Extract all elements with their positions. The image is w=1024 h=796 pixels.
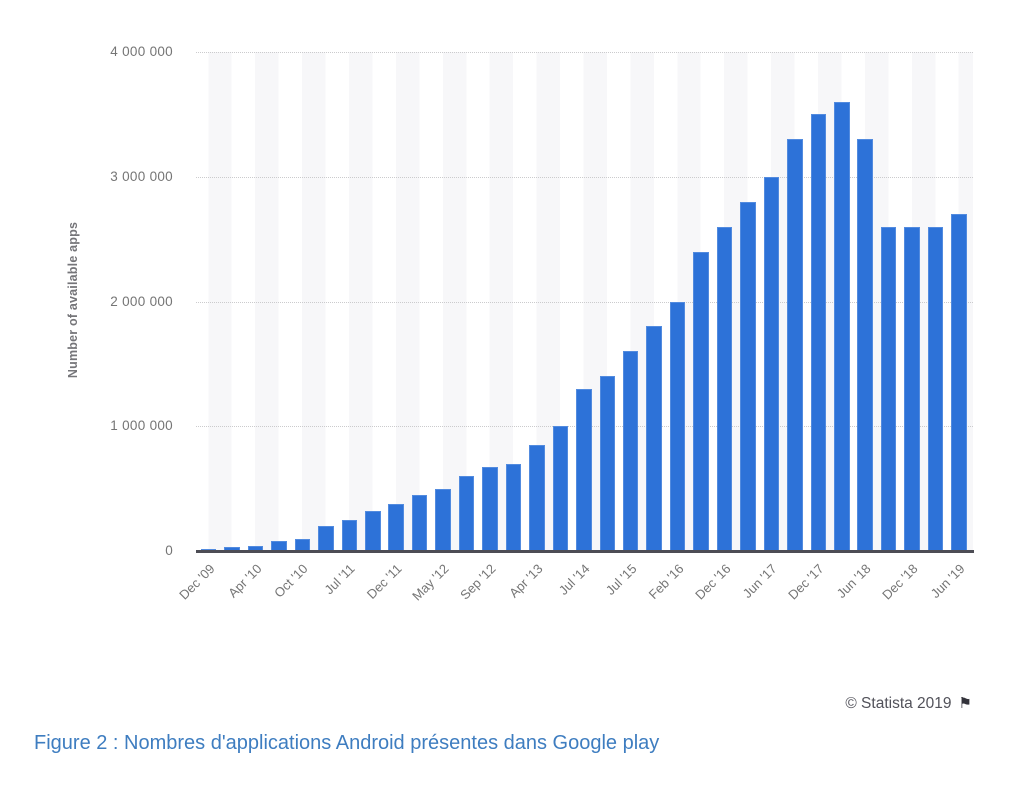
bar-10 xyxy=(411,494,428,551)
bar-22 xyxy=(693,251,709,551)
x-tick-label: Jul '11 xyxy=(321,561,358,598)
bar-21 xyxy=(669,301,686,551)
bar-27 xyxy=(810,114,827,551)
x-tick-label: May '12 xyxy=(409,561,452,604)
flag-icon: ⚑ xyxy=(958,695,972,712)
bar-7 xyxy=(341,519,358,551)
bar-31 xyxy=(904,226,920,551)
gridline-3000000 xyxy=(196,176,973,178)
bar-14 xyxy=(505,463,522,551)
x-tick-label: Sep '12 xyxy=(457,561,499,603)
bar-28 xyxy=(834,101,850,551)
bar-15 xyxy=(529,444,545,551)
bar-9 xyxy=(388,503,404,551)
x-tick-label: Oct '10 xyxy=(271,561,311,601)
x-axis-line xyxy=(196,550,974,553)
x-tick-label: Jul '15 xyxy=(602,561,640,598)
bar-2 xyxy=(224,547,240,551)
y-tick-label: 4 000 000 xyxy=(110,44,173,59)
bar-32 xyxy=(927,226,944,551)
bar-13 xyxy=(482,466,498,551)
bar-16 xyxy=(552,426,569,551)
bar-11 xyxy=(435,488,451,551)
bar-23 xyxy=(716,226,733,551)
bar-17 xyxy=(576,388,592,551)
x-tick-label: Feb '16 xyxy=(645,561,687,602)
x-tick-label: Dec '16 xyxy=(691,561,734,603)
x-tick-label: Jun '17 xyxy=(740,561,780,601)
y-tick-label: 1 000 000 xyxy=(110,418,173,434)
bar-12 xyxy=(458,476,475,551)
bar-19 xyxy=(622,351,639,551)
bar-26 xyxy=(787,139,803,551)
bar-4 xyxy=(271,541,287,551)
x-tick-label: Jun '18 xyxy=(833,561,874,601)
x-tick-label: Jun '19 xyxy=(927,561,968,601)
bar-20 xyxy=(646,326,662,551)
source-credit: © Statista 2019 ⚑ xyxy=(845,694,972,713)
bar-33 xyxy=(951,214,967,551)
x-tick-label: Jul '14 xyxy=(555,561,593,598)
x-tick-label: Dec '17 xyxy=(785,561,827,603)
y-tick-label: 2 000 000 xyxy=(110,293,173,309)
y-tick-label: 3 000 000 xyxy=(110,168,173,184)
bar-6 xyxy=(318,526,334,551)
source-credit-text: © Statista 2019 xyxy=(845,695,952,712)
bar-29 xyxy=(857,139,873,551)
bar-3 xyxy=(247,546,264,551)
x-tick-label: Dec '09 xyxy=(175,561,218,603)
x-tick-label: Apr '10 xyxy=(224,561,265,601)
bar-25 xyxy=(763,176,780,551)
chart-plot-area xyxy=(196,52,973,551)
bar-24 xyxy=(740,201,756,551)
x-tick-label: Dec '11 xyxy=(363,561,405,602)
bar-18 xyxy=(599,376,615,551)
figure-caption: Figure 2 : Nombres d'applications Androi… xyxy=(34,732,660,754)
bar-5 xyxy=(294,538,311,551)
x-tick-label: Dec '18 xyxy=(879,561,921,603)
bar-8 xyxy=(365,511,381,551)
x-tick-label: Apr '13 xyxy=(506,561,546,601)
y-tick-label: 0 xyxy=(165,543,173,558)
bar-30 xyxy=(880,226,897,551)
gridline-4000000 xyxy=(196,52,973,53)
gridline-2000000 xyxy=(196,301,973,303)
